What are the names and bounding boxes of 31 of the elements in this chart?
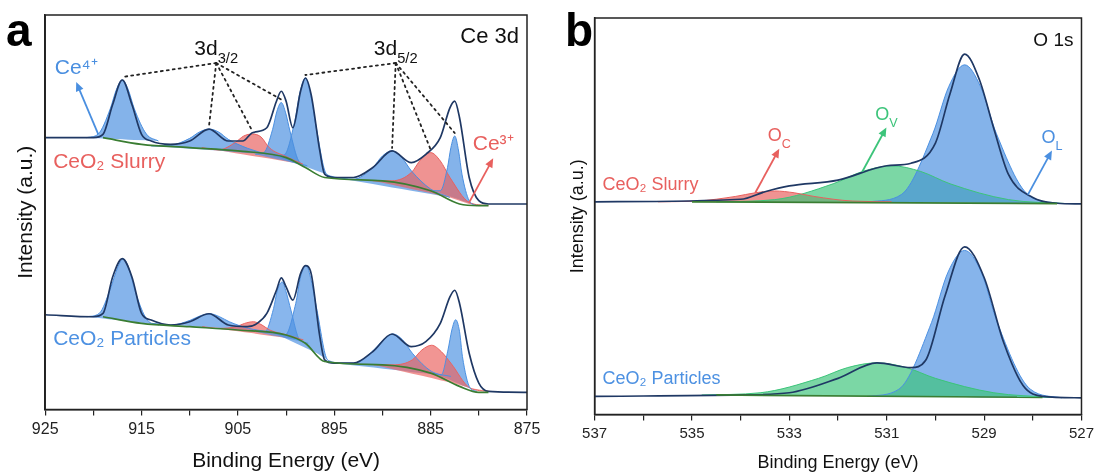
series-label: CeO₂ Particles: [53, 325, 191, 349]
annotation: O$_{V}$: [875, 103, 899, 130]
x-tick-label: 537: [582, 423, 608, 441]
series-label: CeO₂ Slurry: [53, 148, 166, 172]
annotation: O$_{C}$: [767, 124, 791, 151]
annotation: Ce⁴⁺: [54, 55, 98, 79]
text: a: [6, 4, 32, 56]
text: b: [565, 4, 594, 56]
x-axis-title: Binding Energy (eV): [192, 448, 381, 472]
annotation: O$_{L}$: [1041, 126, 1063, 153]
x-tick-label: 527: [1068, 423, 1094, 441]
series-label: CeO₂ Particles: [602, 368, 721, 389]
y-axis-title: Intensity (a.u.): [566, 159, 587, 274]
series-label: CeO₂ Slurry: [602, 173, 699, 194]
x-tick-label: 885: [417, 419, 445, 437]
x-tick-label: 915: [128, 419, 156, 437]
text: 3d$_{5/2}$: [373, 36, 418, 66]
x-axis-title: Binding Energy (eV): [757, 452, 919, 473]
x-tick-label: 895: [320, 419, 348, 437]
x-tick-label: 533: [776, 423, 802, 441]
x-tick-label: 531: [874, 423, 900, 441]
x-tick-label: 875: [513, 419, 541, 437]
y-axis-title: Intensity (a.u.): [13, 145, 37, 279]
x-tick-label: 905: [224, 419, 252, 437]
chart-title: Ce 3d: [460, 23, 519, 48]
chart-title: O 1s: [1033, 29, 1074, 50]
annotation: Ce³⁺: [472, 131, 514, 155]
x-tick-label: 925: [31, 419, 59, 437]
text: 3d$_{3/2}$: [194, 36, 239, 66]
x-tick-label: 529: [971, 423, 997, 441]
x-tick-label: 535: [679, 423, 705, 441]
